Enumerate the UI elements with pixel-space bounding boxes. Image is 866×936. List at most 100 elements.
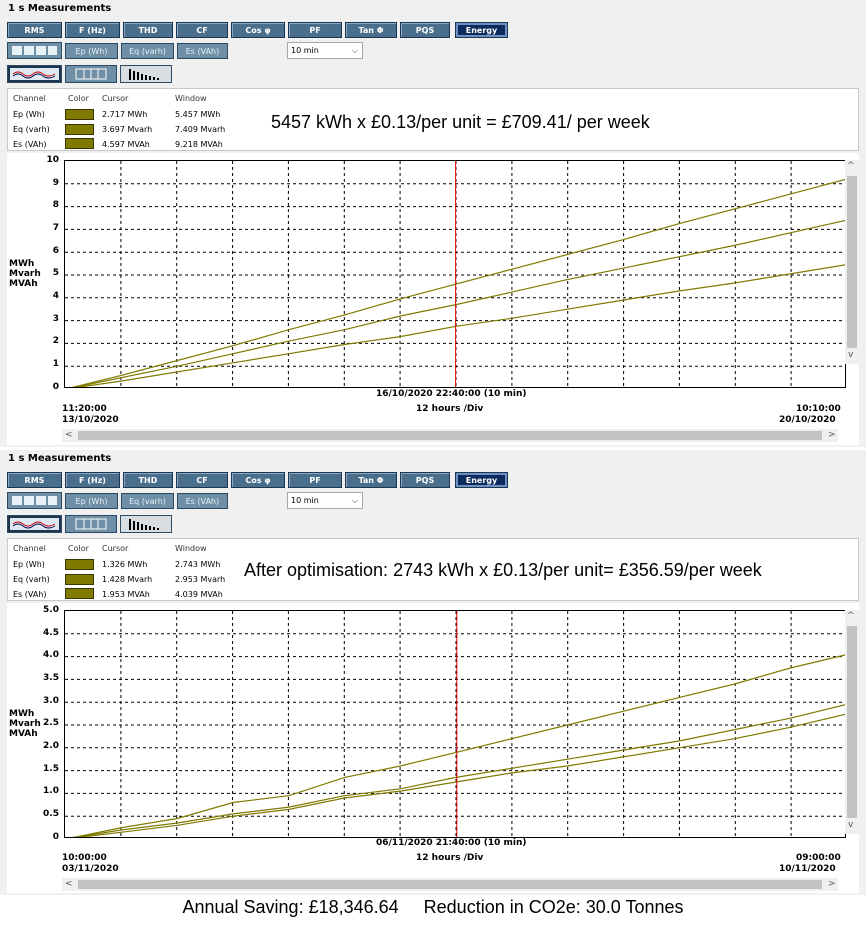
y-tick: 0 — [52, 832, 59, 842]
scroll-left-icon[interactable]: < — [65, 430, 73, 440]
y-tick: 10 — [46, 155, 59, 165]
x-start-date: 03/11/2020 — [62, 864, 119, 874]
bar-layout-icon[interactable] — [7, 492, 62, 509]
energy-graph: 10 9 8 7 6 5 4 3 2 1 0 MWh Mvarh MVAh ^ … — [7, 153, 859, 445]
histogram-glyph — [129, 69, 159, 80]
table-view-icon[interactable] — [65, 515, 117, 533]
scroll-thumb[interactable] — [847, 626, 857, 818]
y-tick: 4 — [52, 291, 59, 301]
pqs-button[interactable]: PQS — [400, 22, 450, 38]
es-vah-button[interactable]: Es (VAh) — [177, 493, 228, 509]
scroll-right-icon[interactable]: > — [828, 430, 836, 440]
row-window: 7.409 Mvarh — [175, 125, 226, 134]
row-channel: Eq (varh) — [13, 575, 50, 584]
cos-phi-button[interactable]: Cos φ — [231, 22, 285, 38]
savings-summary: Annual Saving: £18,346.64 Reduction in C… — [182, 897, 684, 917]
thd-button[interactable]: THD — [123, 22, 173, 38]
row-channel: Es (VAh) — [13, 590, 47, 599]
cf-button[interactable]: CF — [176, 472, 228, 488]
interval-dropdown[interactable]: 10 min ⌵ — [287, 492, 363, 509]
row-window: 2.743 MWh — [175, 560, 221, 569]
color-swatch — [65, 124, 94, 135]
es-vah-button[interactable]: Es (VAh) — [177, 43, 228, 59]
y-unit-labels: MWh Mvarh MVAh — [9, 709, 41, 739]
y-tick: 0.5 — [43, 809, 59, 819]
header-cursor: Cursor — [102, 94, 129, 103]
rms-button[interactable]: RMS — [7, 22, 62, 38]
cf-button[interactable]: CF — [176, 22, 228, 38]
interval-dropdown[interactable]: 10 min ⌵ — [287, 42, 363, 59]
x-end-time: 10:10:00 — [796, 404, 841, 414]
energy-chart-plot[interactable] — [64, 610, 846, 838]
vertical-scrollbar[interactable]: ^ v — [845, 160, 859, 364]
row-window: 9.218 MVAh — [175, 140, 223, 149]
pf-button[interactable]: PF — [288, 472, 342, 488]
scroll-down-icon[interactable]: v — [848, 350, 854, 360]
horizontal-scrollbar[interactable]: < > — [62, 878, 838, 891]
vertical-scrollbar[interactable]: ^ v — [845, 610, 859, 834]
cos-phi-button[interactable]: Cos φ — [231, 472, 285, 488]
y-tick: 3 — [52, 314, 59, 324]
header-cursor: Cursor — [102, 544, 129, 553]
rms-button[interactable]: RMS — [7, 472, 62, 488]
tan-phi-button[interactable]: Tan Φ — [345, 472, 397, 488]
row-channel: Ep (Wh) — [13, 560, 45, 569]
y-tick: 5.0 — [43, 605, 59, 615]
energy-chart-plot[interactable] — [64, 160, 846, 388]
time-division: 12 hours /Div — [416, 404, 484, 414]
scroll-left-icon[interactable]: < — [65, 879, 73, 889]
color-swatch — [65, 138, 94, 149]
cost-annotation: 5457 kWh x £0.13/per unit = £709.41/ per… — [271, 112, 650, 132]
scroll-thumb[interactable] — [78, 880, 822, 889]
scroll-up-icon[interactable]: ^ — [847, 611, 855, 621]
interval-value: 10 min — [291, 46, 319, 55]
scroll-down-icon[interactable]: v — [848, 820, 854, 830]
horizontal-scrollbar[interactable]: < > — [62, 429, 838, 442]
series-line-eq — [74, 704, 845, 837]
frequency-button[interactable]: F (Hz) — [65, 22, 120, 38]
energy-button[interactable]: Energy — [455, 472, 508, 488]
interval-value: 10 min — [291, 496, 319, 505]
y-unit: Mvarh — [9, 269, 41, 279]
histogram-view-icon[interactable] — [120, 65, 172, 83]
y-tick: 2.5 — [43, 718, 59, 728]
row-cursor: 2.717 MWh — [102, 110, 148, 119]
frequency-button[interactable]: F (Hz) — [65, 472, 120, 488]
pf-button[interactable]: PF — [288, 22, 342, 38]
eq-varh-button[interactable]: Eq (varh) — [121, 43, 174, 59]
scroll-right-icon[interactable]: > — [828, 879, 836, 889]
y-tick: 2.0 — [43, 741, 59, 751]
y-tick: 8 — [52, 200, 59, 210]
y-unit: MWh — [9, 259, 35, 269]
y-tick: 9 — [52, 178, 59, 188]
thd-button[interactable]: THD — [123, 472, 173, 488]
eq-varh-button[interactable]: Eq (varh) — [121, 493, 174, 509]
x-start-time: 11:20:00 — [62, 404, 107, 414]
header-window: Window — [175, 544, 207, 553]
header-color: Color — [68, 94, 89, 103]
scroll-thumb[interactable] — [78, 431, 822, 440]
row-cursor: 1.326 MWh — [102, 560, 148, 569]
waveform-view-icon[interactable] — [7, 65, 62, 83]
histogram-view-icon[interactable] — [120, 515, 172, 533]
row-channel: Ep (Wh) — [13, 110, 45, 119]
waveform-view-icon[interactable] — [7, 515, 62, 533]
scroll-thumb[interactable] — [847, 176, 857, 348]
y-unit: MVAh — [9, 729, 38, 739]
tan-phi-button[interactable]: Tan Φ — [345, 22, 397, 38]
bar-layout-glyph — [12, 496, 57, 505]
ep-wh-button[interactable]: Ep (Wh) — [65, 43, 118, 59]
y-tick: 0 — [52, 382, 59, 392]
bar-layout-icon[interactable] — [7, 42, 62, 59]
time-division: 12 hours /Div — [416, 853, 484, 863]
y-unit: Mvarh — [9, 719, 41, 729]
ep-wh-button[interactable]: Ep (Wh) — [65, 493, 118, 509]
x-start-date: 13/10/2020 — [62, 415, 119, 425]
series-line-ep — [77, 713, 845, 837]
waveform-glyph — [10, 68, 59, 80]
table-view-icon[interactable] — [65, 65, 117, 83]
energy-button[interactable]: Energy — [455, 22, 508, 38]
pqs-button[interactable]: PQS — [400, 472, 450, 488]
color-swatch — [65, 559, 94, 570]
scroll-up-icon[interactable]: ^ — [847, 161, 855, 171]
